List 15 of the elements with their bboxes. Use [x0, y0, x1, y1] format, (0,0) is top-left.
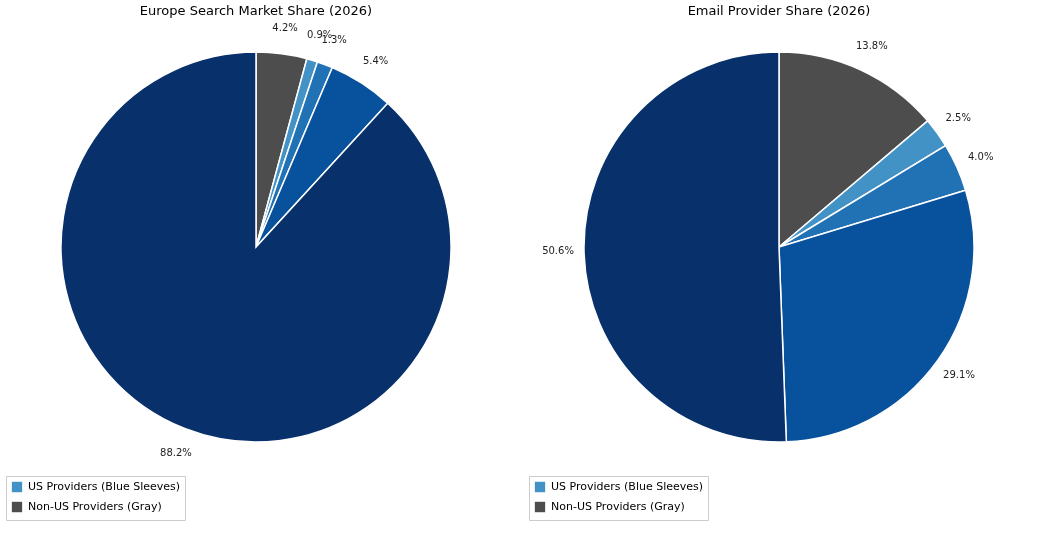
chart-title: Europe Search Market Share (2026): [139, 3, 373, 18]
data-label: 4.0%: [968, 150, 994, 162]
legend-label: US Providers (Blue Sleeves): [551, 480, 704, 493]
data-label: 13.8%: [855, 40, 888, 52]
chart-title: Email Provider Share (2026): [687, 3, 871, 18]
legend-label: Non-US Providers (Gray): [28, 500, 162, 513]
data-label: 4.2%: [272, 21, 298, 33]
legend-label: Non-US Providers (Gray): [551, 500, 685, 513]
legend-label: US Providers (Blue Sleeves): [28, 480, 181, 493]
data-label: 29.1%: [943, 369, 975, 381]
data-label: 50.6%: [542, 245, 574, 257]
data-label: 5.4%: [362, 55, 389, 67]
data-label: 88.2%: [160, 446, 192, 458]
data-label: 2.5%: [945, 111, 971, 123]
pie-slice: [60, 51, 452, 443]
